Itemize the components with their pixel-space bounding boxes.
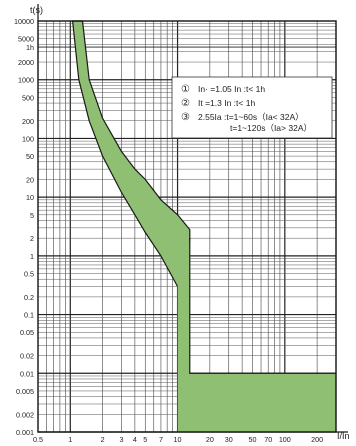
legend-marker-2: ② bbox=[181, 98, 190, 109]
y-tick-label: 0.01 bbox=[20, 369, 34, 378]
x-tick-label: 5 bbox=[143, 435, 147, 444]
plot-frame bbox=[37, 4, 348, 433]
legend-entry-4: t=1~120s（Ia> 32A） bbox=[230, 123, 312, 133]
x-tick-label: 50 bbox=[249, 435, 257, 444]
x-tick-label: 70 bbox=[264, 435, 272, 444]
legend-box bbox=[171, 76, 333, 139]
y-tick-label: 10 bbox=[26, 193, 34, 202]
y-tick-label: 0.1 bbox=[24, 311, 34, 320]
x-tick-label: 3 bbox=[119, 435, 123, 444]
x-tick-label: 100 bbox=[279, 435, 291, 444]
x-tick-label: 10 bbox=[174, 435, 182, 444]
y-tick-label: 1h bbox=[26, 43, 34, 52]
plot-border bbox=[37, 20, 337, 433]
x-axis-label: I/In bbox=[337, 431, 350, 441]
y-tick-label: 500 bbox=[22, 93, 34, 102]
legend-marker-3: ③ bbox=[181, 112, 190, 123]
y-tick-label: 50 bbox=[26, 152, 34, 161]
legend-entry-1: In· =1.05 In :t< 1h bbox=[198, 84, 265, 94]
y-tick-label: 0.005 bbox=[16, 387, 34, 396]
instantaneous-trip-edge bbox=[189, 238, 336, 374]
y-axis-label: t(s) bbox=[30, 5, 43, 15]
x-tick-label: 2 bbox=[101, 435, 105, 444]
legend-entry-3: 2.55Ia :t=1~60s（Ia< 32A） bbox=[198, 112, 304, 122]
y-tick-label: 0.05 bbox=[20, 328, 34, 337]
y-tick-label: 0.002 bbox=[16, 410, 34, 419]
x-tick-label: 20 bbox=[206, 435, 214, 444]
y-tick-label: 5 bbox=[30, 211, 34, 220]
instantaneous-trip-area bbox=[177, 238, 336, 432]
x-tick-label: 7 bbox=[159, 435, 163, 444]
x-tick-label: 1 bbox=[68, 435, 72, 444]
y-tick-label: 100 bbox=[22, 134, 34, 143]
y-tick-label: 1000 bbox=[18, 76, 34, 85]
y-tick-label: 0.02 bbox=[20, 352, 34, 361]
y-tick-label: 5000 bbox=[18, 35, 34, 44]
y-tick-label: 1 bbox=[30, 252, 34, 261]
y-tick-label: 0.5 bbox=[24, 270, 34, 279]
y-tick-label: 0.2 bbox=[24, 293, 34, 302]
legend: ① In· =1.05 In :t< 1h ② It =1.3 In :t< 1… bbox=[171, 76, 333, 139]
y-tick-label: 20 bbox=[26, 175, 34, 184]
x-tick-labels: 0.5 1 2 3 4 5 7 10 20 30 50 70 100 200 bbox=[33, 435, 323, 444]
y-tick-label: 2000 bbox=[18, 58, 34, 67]
x-tick-label: 200 bbox=[311, 435, 323, 444]
legend-entry-2: It =1.3 In :t< 1h bbox=[198, 98, 255, 108]
x-tick-label: 4 bbox=[133, 435, 137, 444]
y-tick-label: 200 bbox=[22, 117, 34, 126]
y-tick-label: 0.001 bbox=[16, 428, 34, 437]
x-tick-label: 0.5 bbox=[33, 435, 43, 444]
legend-marker-1: ① bbox=[181, 84, 190, 95]
x-tick-label: 30 bbox=[225, 435, 233, 444]
y-tick-label: 10000 bbox=[14, 17, 34, 26]
y-tick-label: 2 bbox=[30, 234, 34, 243]
